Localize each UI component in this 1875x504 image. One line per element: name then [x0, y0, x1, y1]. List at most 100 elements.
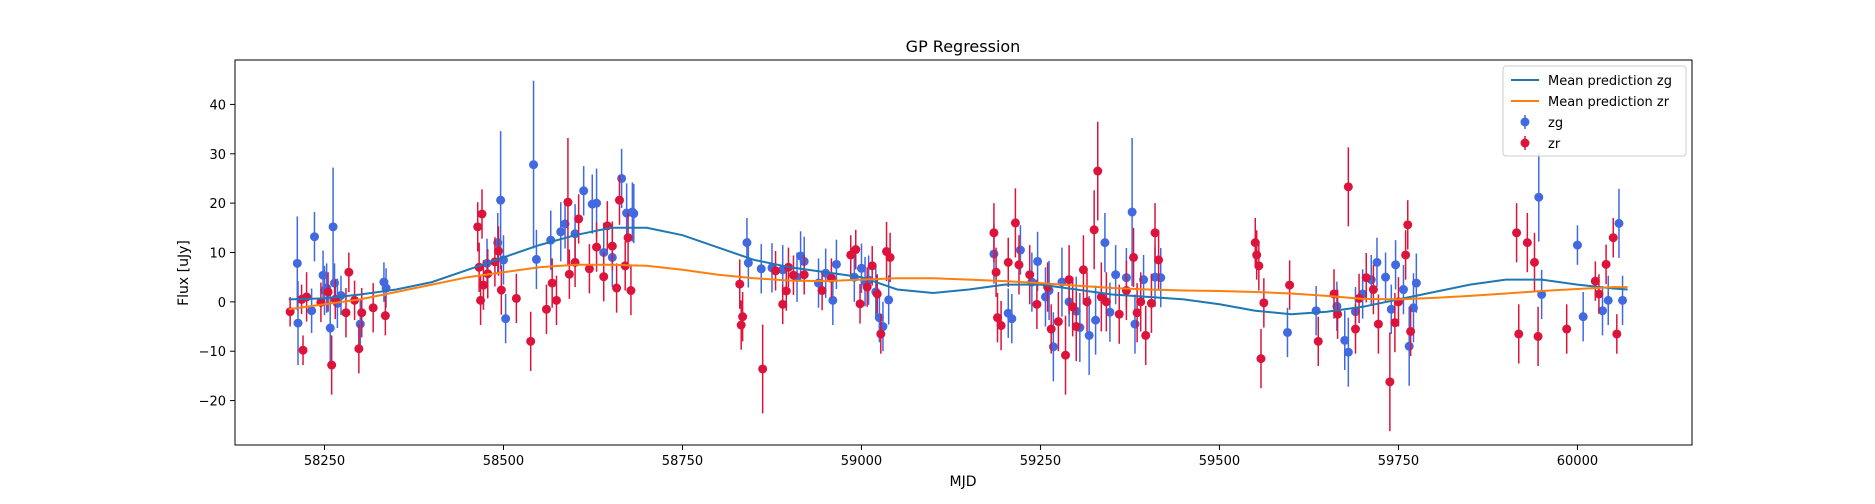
zr-point [1061, 350, 1071, 360]
zr-point [1071, 322, 1081, 332]
zg-point [1007, 314, 1017, 324]
zr-point [1141, 330, 1151, 340]
zg-point [325, 323, 335, 333]
zr-point [341, 308, 351, 318]
zg-point [1343, 347, 1353, 357]
zr-point [1025, 270, 1035, 280]
zr-point [526, 336, 536, 346]
zr-point [473, 222, 483, 232]
zr-point [1285, 280, 1295, 290]
legend-label: zr [1548, 137, 1561, 152]
zr-point [1390, 318, 1400, 328]
zr-point [511, 293, 521, 303]
zr-point [1053, 317, 1063, 327]
zr-point [781, 286, 791, 296]
zr-point [1254, 261, 1264, 271]
y-tick-label: −20 [199, 395, 226, 410]
zr-point [599, 272, 609, 282]
zr-point [302, 292, 312, 302]
zr-point [478, 280, 488, 290]
x-tick-label: 59750 [1378, 454, 1419, 469]
zr-point [541, 304, 551, 314]
chart-title: GP Regression [906, 37, 1021, 56]
zr-point [1406, 326, 1416, 336]
zr-point [771, 266, 781, 276]
zr-point [477, 209, 487, 219]
zg-point [1105, 307, 1115, 317]
zr-point [989, 228, 999, 238]
zr-point [1068, 302, 1078, 312]
mean-prediction-zg-line [288, 226, 1628, 316]
y-tick-label: 0 [218, 296, 226, 311]
zg-point [742, 238, 752, 248]
zg-point [529, 160, 539, 170]
zr-point [1150, 228, 1160, 238]
zr-point [380, 311, 390, 321]
zr-point [1129, 252, 1139, 262]
zr-point [1313, 336, 1323, 346]
zr-point [1003, 257, 1013, 267]
legend-label: Mean prediction zg [1548, 74, 1672, 89]
zr-point [991, 267, 1001, 277]
zg-point [307, 306, 317, 316]
x-tick-label: 59000 [841, 454, 882, 469]
zg-point [1033, 256, 1043, 266]
zr-point [736, 320, 746, 330]
zr-point [354, 344, 364, 354]
zr-point [1136, 297, 1146, 307]
zg-point [592, 198, 602, 208]
zg-point [756, 264, 766, 274]
zg-point [1130, 319, 1140, 329]
zr-point [1533, 331, 1543, 341]
zr-point [1529, 257, 1539, 267]
zr-point [867, 261, 877, 271]
zg-point [496, 195, 506, 205]
zr-point [1333, 309, 1343, 319]
zr-point [1101, 297, 1111, 307]
legend-marker-swatch [1520, 138, 1530, 148]
zg-point [309, 232, 319, 242]
zg-point [1084, 330, 1094, 340]
zg-point [318, 270, 328, 280]
y-tick-label: 20 [209, 197, 226, 212]
zg-point [1127, 207, 1137, 217]
zr-point [1612, 329, 1622, 339]
zg-point [1311, 306, 1321, 316]
zr-point [574, 214, 584, 224]
zr-point [1078, 265, 1088, 275]
zg-point [292, 258, 302, 268]
zg-point [874, 313, 884, 323]
zr-point [1146, 298, 1156, 308]
zr-point [1594, 289, 1604, 299]
zr-point [1562, 324, 1572, 334]
zg-point [1282, 327, 1292, 337]
zr-point [493, 246, 503, 256]
zg-point [828, 295, 838, 305]
x-tick-label: 59250 [1020, 454, 1061, 469]
x-tick-label: 58500 [483, 454, 524, 469]
zr-point [1121, 286, 1131, 296]
zr-point [1256, 354, 1266, 364]
zg-point [1372, 257, 1382, 267]
zr-point [607, 241, 617, 251]
y-tick-label: 40 [209, 98, 226, 113]
y-axis-label: Flux [uJy] [176, 240, 192, 306]
zg-point [531, 254, 541, 264]
zg-point [1015, 245, 1025, 255]
zg-point [1398, 285, 1408, 295]
zg-point [1534, 192, 1544, 202]
zg-point [1111, 270, 1121, 280]
zg-point [556, 227, 566, 237]
zr-point [862, 282, 872, 292]
zg-point [328, 222, 338, 232]
zg-point [1091, 315, 1101, 325]
zr-point [788, 270, 798, 280]
zr-point [368, 303, 378, 313]
y-tick-label: 30 [209, 148, 226, 163]
zr-point [614, 195, 624, 205]
zr-point [872, 289, 882, 299]
zr-point [1259, 298, 1269, 308]
zg-point [1381, 272, 1391, 282]
zg-point [1404, 341, 1414, 351]
